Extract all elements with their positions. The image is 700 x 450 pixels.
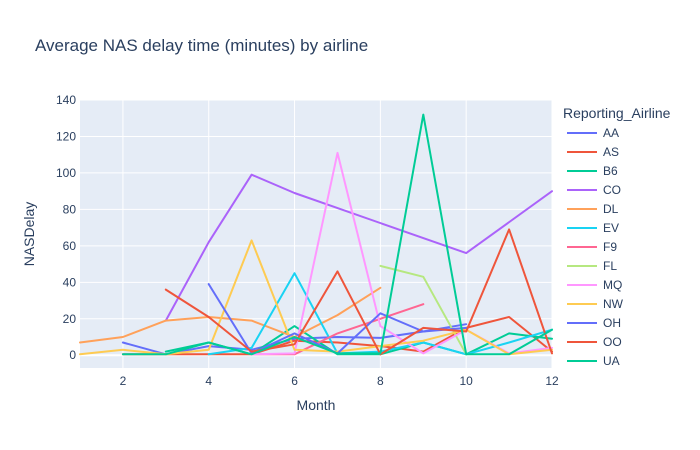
plot-area [80, 100, 552, 368]
legend-item-as[interactable]: AS [567, 145, 619, 159]
legend-item-b6[interactable]: B6 [567, 164, 618, 178]
legend-label: OO [603, 335, 622, 349]
legend-label: EV [603, 221, 619, 235]
legend-label: NW [603, 297, 624, 311]
y-tick-label: 100 [56, 166, 76, 180]
legend-label: CO [603, 183, 621, 197]
legend-item-f9[interactable]: F9 [567, 240, 617, 254]
legend[interactable]: Reporting_Airline AA AS B6 CO DL EV F9 FL MQ NW OH… [563, 105, 671, 368]
legend-label: AA [603, 126, 619, 140]
y-axis-ticks: 0 20 40 60 80 100 120 140 [56, 93, 76, 362]
y-axis-title: NASDelay [21, 202, 37, 267]
legend-item-co[interactable]: CO [567, 183, 621, 197]
x-tick-label: 6 [291, 374, 298, 388]
y-tick-label: 120 [56, 129, 76, 143]
legend-item-aa[interactable]: AA [567, 126, 619, 140]
y-tick-label: 40 [63, 275, 77, 289]
x-tick-label: 12 [545, 374, 559, 388]
legend-label: OH [603, 316, 621, 330]
y-tick-label: 140 [56, 93, 76, 107]
legend-label: MQ [603, 278, 622, 292]
legend-item-ev[interactable]: EV [567, 221, 619, 235]
x-tick-label: 2 [120, 374, 127, 388]
legend-item-dl[interactable]: DL [567, 202, 619, 216]
y-tick-label: 60 [63, 239, 77, 253]
legend-item-ua[interactable]: UA [567, 354, 620, 368]
x-tick-label: 4 [205, 374, 212, 388]
legend-item-nw[interactable]: NW [567, 297, 624, 311]
legend-label: AS [603, 145, 619, 159]
legend-label: B6 [603, 164, 618, 178]
x-tick-label: 8 [377, 374, 384, 388]
x-tick-label: 10 [460, 374, 474, 388]
legend-label: F9 [603, 240, 617, 254]
x-axis-title: Month [297, 397, 336, 413]
y-tick-label: 20 [63, 312, 77, 326]
legend-item-fl[interactable]: FL [567, 259, 617, 273]
legend-item-mq[interactable]: MQ [567, 278, 622, 292]
chart-title: Average NAS delay time (minutes) by airl… [35, 36, 368, 55]
legend-item-oo[interactable]: OO [567, 335, 622, 349]
legend-label: FL [603, 259, 617, 273]
y-tick-label: 0 [69, 348, 76, 362]
legend-label: UA [603, 354, 620, 368]
legend-label: DL [603, 202, 619, 216]
y-tick-label: 80 [63, 202, 77, 216]
x-axis-ticks: 2 4 6 8 10 12 [120, 374, 559, 388]
legend-item-oh[interactable]: OH [567, 316, 621, 330]
legend-title: Reporting_Airline [563, 105, 671, 121]
